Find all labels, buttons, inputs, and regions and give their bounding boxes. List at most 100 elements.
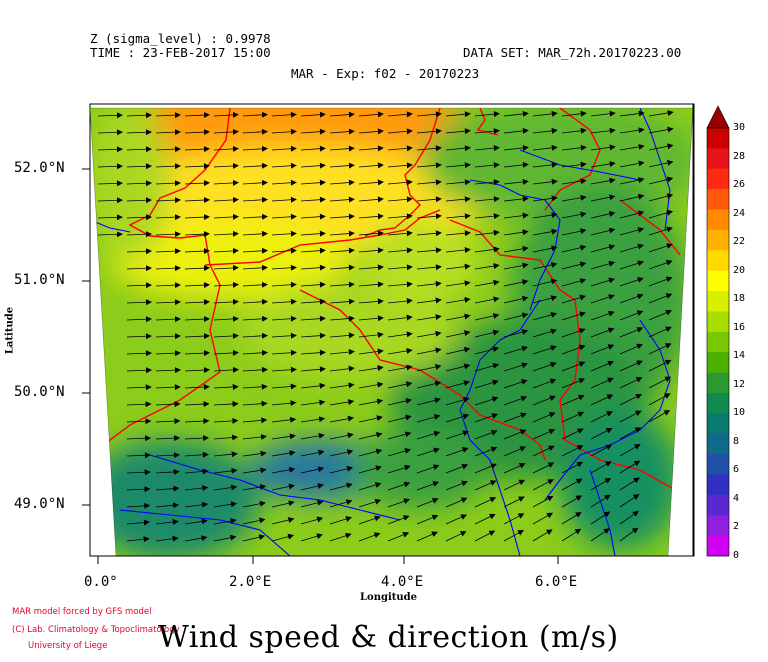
wind-arrow xyxy=(213,332,239,339)
colorbar-swatch xyxy=(707,331,729,353)
wind-arrow xyxy=(358,281,384,288)
wind-arrow xyxy=(590,194,616,202)
wind-arrow xyxy=(532,428,556,440)
wind-arrow xyxy=(300,349,326,356)
colorbar-label: 2 xyxy=(733,521,740,533)
wind-arrow xyxy=(97,129,123,136)
wind-arrow xyxy=(387,364,413,372)
wind-arrow xyxy=(126,163,152,170)
wind-arrow xyxy=(474,196,500,203)
wind-arrow xyxy=(329,298,355,305)
wind-arrow xyxy=(155,418,181,425)
wind-arrow xyxy=(213,417,239,424)
wind-arrow xyxy=(126,502,151,509)
wind-arrow xyxy=(619,193,645,202)
wind-arrow xyxy=(474,379,499,389)
wind-arrow xyxy=(300,516,324,525)
wind-arrow xyxy=(445,196,471,203)
wind-arrow xyxy=(532,345,557,355)
wind-arrow xyxy=(503,329,529,338)
wind-arrow xyxy=(532,245,558,253)
colorbar-label: 26 xyxy=(733,179,746,191)
wind-arrow xyxy=(271,247,297,254)
wind-arrow xyxy=(503,345,528,355)
wind-arrow xyxy=(561,261,587,270)
wind-arrow xyxy=(619,393,642,406)
wind-arrow xyxy=(126,265,152,272)
wind-arrow xyxy=(474,413,499,423)
colorbar-max-arrow xyxy=(706,105,730,129)
wind-arrow xyxy=(329,128,355,135)
wind-arrow xyxy=(503,262,529,270)
wind-arrow xyxy=(271,179,297,186)
wind-arrow xyxy=(242,517,266,525)
credit-lab: (C) Lab. Climatology & Topoclimatology xyxy=(12,625,180,635)
colorbar xyxy=(706,105,730,557)
wind-arrow xyxy=(503,245,529,253)
wind-arrow xyxy=(242,467,267,474)
wind-arrow xyxy=(242,281,268,288)
wind-arrow xyxy=(184,468,209,475)
wind-arrow xyxy=(213,451,238,458)
wind-arrow xyxy=(329,162,355,169)
experiment-label: MAR - Exp: f02 - 20170223 xyxy=(291,66,480,81)
wind-arrow xyxy=(126,418,152,425)
wind-arrow xyxy=(648,393,671,406)
wind-arrow xyxy=(619,477,640,491)
wind-arrow xyxy=(619,377,643,389)
wind-arrow xyxy=(97,146,123,153)
wind-arrow xyxy=(590,177,616,185)
wind-arrow xyxy=(474,313,500,321)
wind-arrow xyxy=(155,197,181,204)
wind-arrow xyxy=(532,311,558,321)
wind-arrow xyxy=(503,161,529,168)
wind-arrow xyxy=(445,179,471,186)
wind-arrow xyxy=(184,535,208,542)
wind-arrow xyxy=(387,397,412,406)
wind-arrow xyxy=(445,162,471,169)
wind-arrow xyxy=(532,328,557,338)
wind-arrow xyxy=(213,230,239,237)
wind-arrow xyxy=(445,430,469,440)
credit-model: MAR model forced by GFS model xyxy=(12,607,152,617)
wind-arrow xyxy=(445,128,471,135)
wind-arrow xyxy=(445,145,471,152)
wind-arrow xyxy=(474,296,500,304)
wind-arrow xyxy=(184,231,210,238)
wind-arrow xyxy=(590,427,613,440)
wind-arrow xyxy=(242,433,267,440)
wind-arrow xyxy=(387,515,410,525)
wind-arrow xyxy=(126,112,152,119)
wind-arrow xyxy=(503,279,529,287)
colorbar-swatch xyxy=(707,535,729,557)
wind-arrow xyxy=(532,212,558,219)
wind-arrow xyxy=(213,400,239,407)
wind-arrow xyxy=(271,145,297,152)
wind-arrow xyxy=(155,401,181,408)
wind-arrow xyxy=(648,276,673,287)
wind-arrow xyxy=(387,498,410,508)
wind-arrow xyxy=(184,197,210,204)
wind-arrow xyxy=(126,350,152,357)
wind-arrow xyxy=(648,243,673,253)
wind-arrow xyxy=(474,246,500,253)
wind-arrow xyxy=(242,247,268,254)
wind-arrow xyxy=(561,328,586,338)
wind-arrow xyxy=(416,264,442,271)
wind-arrow xyxy=(300,264,326,271)
wind-arrow xyxy=(590,411,613,423)
wind-arrow xyxy=(97,180,123,187)
wind-arrow xyxy=(358,532,381,542)
colorbar-swatch xyxy=(707,474,729,496)
wind-arrow xyxy=(590,511,611,525)
wind-arrow xyxy=(648,143,674,151)
wind-arrow xyxy=(474,396,499,406)
wind-arrow xyxy=(126,401,152,408)
wind-arrow xyxy=(358,247,384,254)
wind-arrow xyxy=(300,416,326,423)
wind-arrow xyxy=(126,129,152,136)
x-axis-title: Longitude xyxy=(360,592,418,603)
colorbar-label: 16 xyxy=(733,321,746,333)
wind-arrow xyxy=(416,414,441,423)
wind-arrow xyxy=(445,463,469,474)
